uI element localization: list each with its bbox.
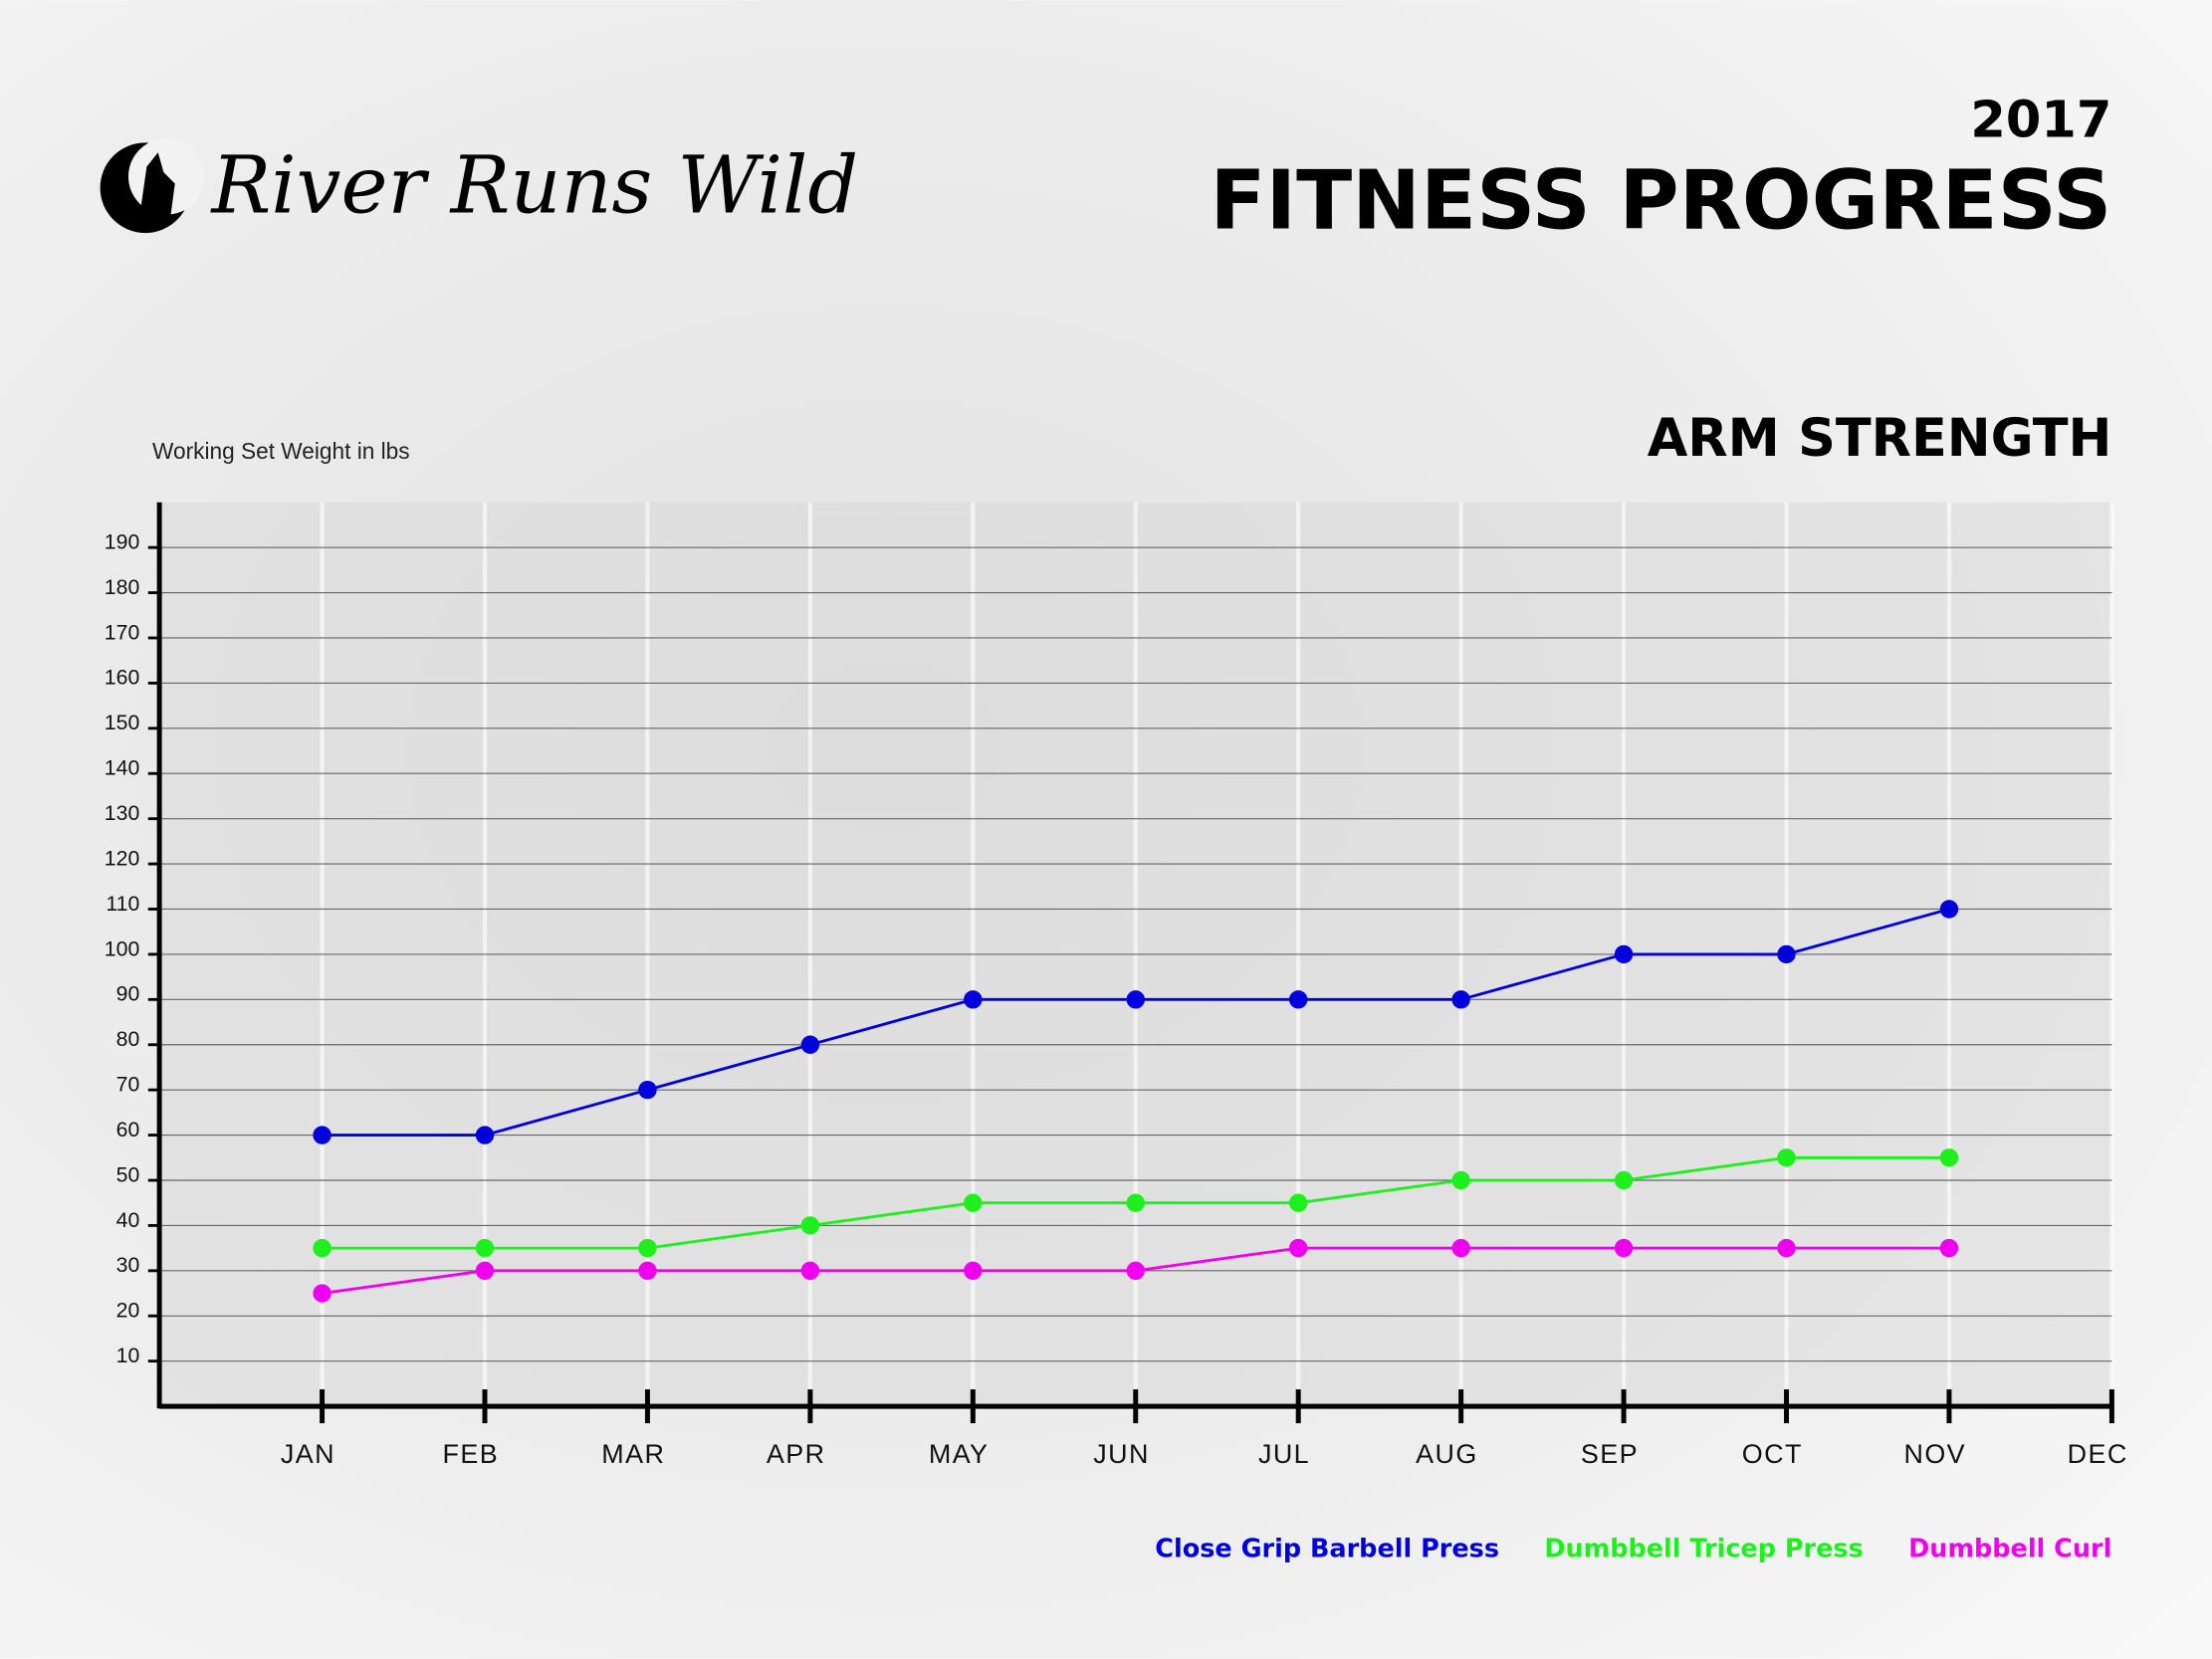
data-point <box>1451 1170 1470 1190</box>
y-tick-label: 30 <box>116 1253 140 1277</box>
y-tick-label: 140 <box>105 756 139 780</box>
data-point <box>475 1261 495 1281</box>
data-point <box>1939 900 1959 919</box>
legend-entry: Close Grip Barbell Press <box>1155 1535 1499 1564</box>
y-tick-label: 100 <box>105 936 139 960</box>
y-tick-label: 40 <box>116 1208 140 1232</box>
x-tick-label: FEB <box>443 1439 500 1469</box>
logo-text: River Runs Wild <box>210 138 859 231</box>
data-point <box>1777 1148 1796 1167</box>
x-tick-label: JUN <box>1093 1439 1150 1469</box>
year: 2017 <box>1970 92 2111 150</box>
legend-entry: Dumbbell Curl <box>1908 1535 2111 1564</box>
data-point <box>1939 1148 1959 1167</box>
data-point <box>475 1126 495 1144</box>
x-tick-label: MAY <box>929 1439 990 1469</box>
y-tick-label: 130 <box>105 801 139 825</box>
data-point <box>1614 944 1634 964</box>
data-point <box>1126 1261 1145 1281</box>
y-tick-label: 170 <box>105 620 139 644</box>
data-point <box>475 1238 495 1258</box>
y-tick-label: 110 <box>106 892 139 916</box>
data-point <box>1777 1238 1796 1258</box>
data-point <box>638 1261 657 1281</box>
data-point <box>964 990 983 1009</box>
data-point <box>1288 1193 1308 1212</box>
logo-wolf <box>137 152 175 226</box>
y-axis-label: Working Set Weight in lbs <box>152 438 410 464</box>
y-tick-label: 90 <box>116 982 140 1006</box>
x-tick-label: SEP <box>1581 1439 1639 1469</box>
y-tick-label: 20 <box>116 1299 140 1323</box>
data-point <box>1126 990 1145 1009</box>
y-tick-label: 80 <box>116 1027 140 1051</box>
data-point <box>1614 1238 1634 1258</box>
data-point <box>1126 1193 1145 1212</box>
data-point <box>313 1284 332 1303</box>
x-tick-label: AUG <box>1416 1439 1478 1469</box>
y-tick-label: 160 <box>105 666 139 690</box>
x-tick-label: DEC <box>2068 1439 2128 1469</box>
y-tick-label: 150 <box>105 711 139 734</box>
x-tick-label: OCT <box>1742 1439 1803 1469</box>
data-point <box>1777 944 1796 964</box>
x-tick-label: MAR <box>601 1439 665 1469</box>
y-tick-label: 50 <box>116 1162 140 1186</box>
x-tick-label: NOV <box>1903 1439 1966 1469</box>
y-tick-label: 10 <box>116 1344 140 1367</box>
data-point <box>1288 1238 1308 1258</box>
data-point <box>1451 1238 1470 1258</box>
data-point <box>313 1126 332 1144</box>
x-tick-label: JAN <box>281 1439 335 1469</box>
data-point <box>1451 990 1470 1009</box>
data-point <box>800 1035 820 1054</box>
data-point <box>638 1238 657 1258</box>
data-point <box>313 1238 332 1258</box>
data-point <box>964 1193 983 1212</box>
data-point <box>1614 1170 1634 1190</box>
chart-title: FITNESS PROGRESS <box>1210 154 2111 249</box>
logo: River Runs Wild <box>100 138 859 234</box>
y-tick-label: 70 <box>116 1073 140 1097</box>
x-tick-label: APR <box>767 1439 826 1469</box>
data-point <box>638 1080 657 1100</box>
data-point <box>800 1261 820 1281</box>
chart-subtitle: ARM STRENGTH <box>1648 408 2112 469</box>
legend-entry: Dumbbell Tricep Press <box>1544 1535 1863 1564</box>
y-tick-label: 120 <box>105 846 139 870</box>
y-tick-label: 180 <box>105 575 139 599</box>
data-point <box>800 1216 820 1235</box>
data-point <box>1288 990 1308 1009</box>
data-point <box>1939 1238 1959 1258</box>
y-tick-label: 190 <box>105 530 139 554</box>
x-tick-label: JUL <box>1258 1439 1310 1469</box>
data-point <box>964 1261 983 1281</box>
y-tick-label: 60 <box>116 1118 140 1141</box>
